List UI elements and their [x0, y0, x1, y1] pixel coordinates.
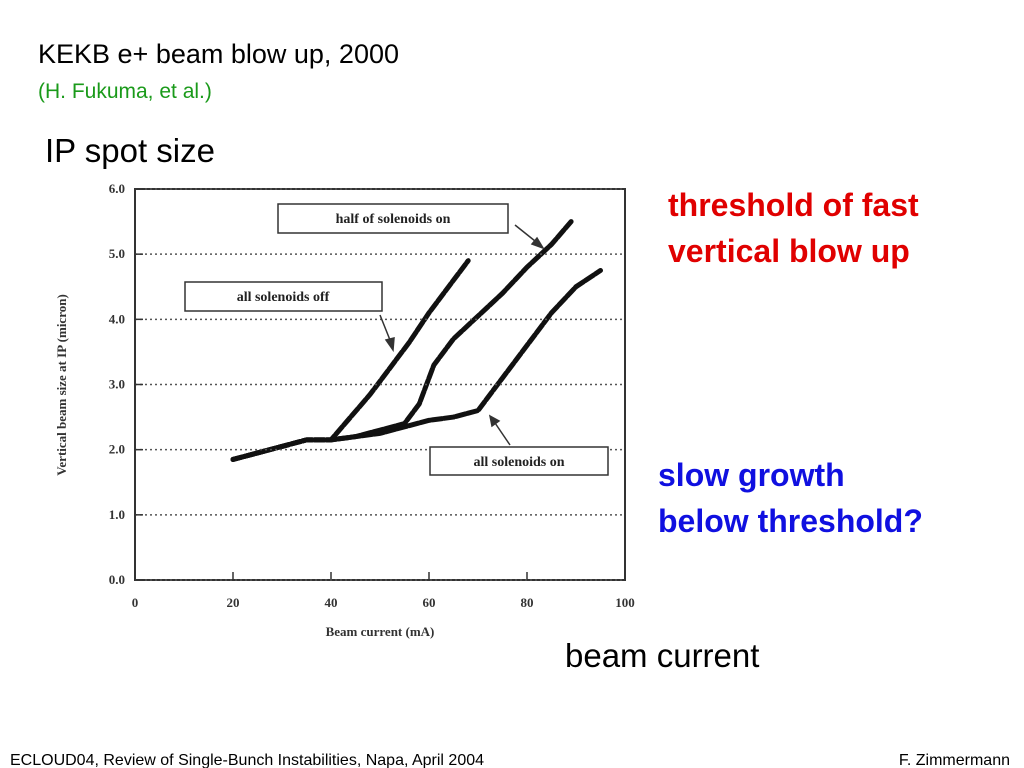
y-tick-label: 2.0: [109, 442, 125, 457]
y-tick-label: 5.0: [109, 246, 125, 261]
x-tick-label: 100: [615, 595, 635, 610]
data-line: [230, 258, 471, 462]
footer-left: ECLOUD04, Review of Single-Bunch Instabi…: [10, 752, 484, 768]
axis-note: beam current: [565, 637, 759, 674]
arrow-head: [384, 337, 395, 353]
x-axis-label: Beam current (mA): [326, 624, 435, 639]
note-blue: slow growth: [658, 457, 845, 493]
y-tick-label: 0.0: [109, 572, 125, 587]
chart: 100 80 60 40 20 0 6.0 5.0 4.0 3.0 2.0 1.0 0.0 Beam cu…: [54, 181, 635, 639]
arrows: [379, 224, 545, 446]
arrow-head: [530, 236, 545, 250]
footer-right: F. Zimmermann: [899, 752, 1010, 768]
series-label: all solenoids on: [473, 455, 564, 470]
series-label: half of solenoids on: [336, 212, 451, 227]
slide-subtitle: (H. Fukuma, et al.): [38, 80, 212, 103]
x-tick-label: 20: [227, 595, 240, 610]
y-tick-label: 6.0: [109, 181, 125, 196]
y-axis-label: Vertical beam size at IP (micron): [54, 294, 69, 476]
note-blue: below threshold?: [658, 503, 923, 539]
annotation-box: [277, 203, 509, 234]
slide-title: KEKB e+ beam blow up, 2000: [38, 39, 399, 69]
y-tick-label: 4.0: [109, 311, 125, 326]
x-tick-label: 40: [325, 595, 338, 610]
y-tick-label: 3.0: [109, 377, 125, 392]
series-label: all solenoids off: [237, 290, 330, 305]
heading: IP spot size: [45, 132, 215, 169]
note-red: threshold of fast: [668, 187, 919, 223]
note-red: vertical blow up: [668, 233, 910, 269]
data-line: [230, 219, 574, 462]
x-tick-label: 80: [521, 595, 534, 610]
y-tick-label: 1.0: [109, 507, 125, 522]
arrow-head: [488, 414, 501, 428]
annotation-box: [429, 446, 609, 476]
x-tick-label: 0: [132, 595, 139, 610]
x-tick-label: 60: [423, 595, 436, 610]
annotation-box: [184, 281, 383, 312]
